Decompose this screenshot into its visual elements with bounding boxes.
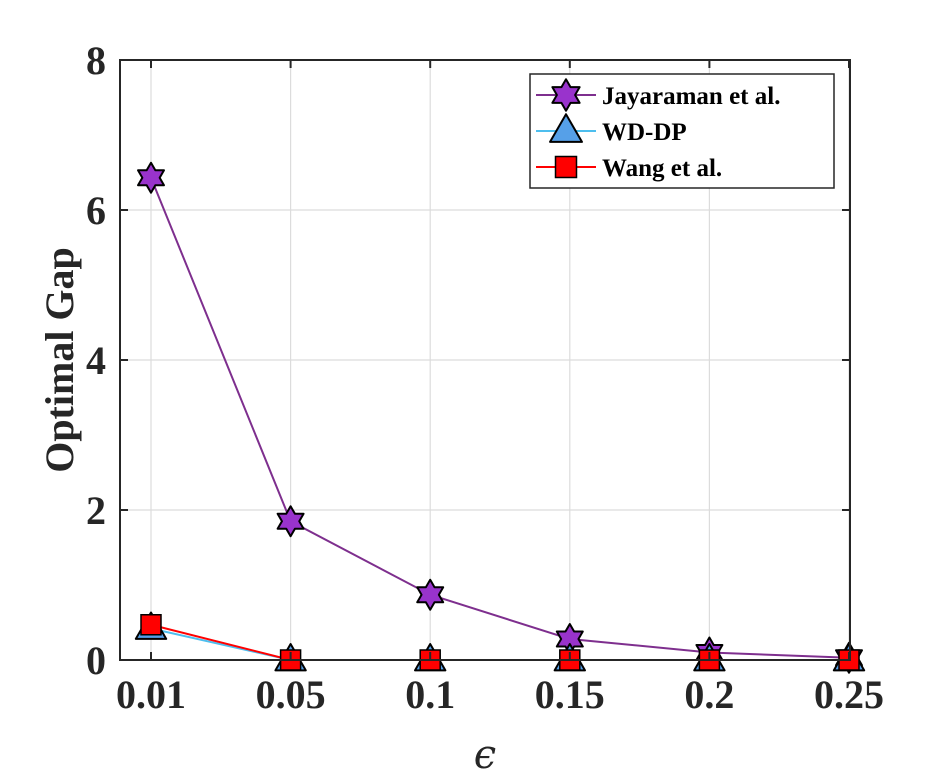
y-tick-label: 0 xyxy=(86,638,106,683)
series-0 xyxy=(137,161,863,674)
series-layer xyxy=(134,161,866,674)
x-tick-label: 0.2 xyxy=(684,672,734,717)
series-line xyxy=(150,177,850,659)
y-tick-label: 2 xyxy=(86,488,106,533)
x-tick-label: 0.15 xyxy=(535,672,605,717)
series-line xyxy=(150,627,849,661)
x-tick-label: 0.1 xyxy=(405,672,455,717)
y-tick-label: 6 xyxy=(86,188,106,233)
data-point xyxy=(140,614,162,636)
legend: Jayaraman et al. WD-DP Wang et al. xyxy=(529,73,835,189)
x-tick-label: 0.01 xyxy=(116,672,186,717)
x-axis-label: ϵ xyxy=(474,732,496,778)
legend-label: WD-DP xyxy=(602,119,687,146)
axes xyxy=(119,59,851,661)
data-point xyxy=(276,505,305,538)
y-tick-label: 8 xyxy=(86,38,106,83)
x-tick-label: 0.05 xyxy=(256,672,326,717)
data-point xyxy=(416,578,445,611)
series-1 xyxy=(134,611,866,672)
tick-labels: 0.01 0.05 0.1 0.15 0.2 0.25 0 2 4 6 8 xyxy=(86,38,884,717)
series-2 xyxy=(140,614,860,671)
legend-marker xyxy=(554,155,578,179)
y-tick-label: 4 xyxy=(86,338,106,383)
y-axis-label: Optimal Gap xyxy=(37,247,82,473)
x-tick-label: 0.25 xyxy=(814,672,884,717)
legend-label: Jayaraman et al. xyxy=(602,83,780,110)
legend-marker xyxy=(549,113,583,143)
legend-marker xyxy=(551,78,581,112)
legend-label: Wang et al. xyxy=(602,155,722,182)
data-point xyxy=(137,161,165,194)
